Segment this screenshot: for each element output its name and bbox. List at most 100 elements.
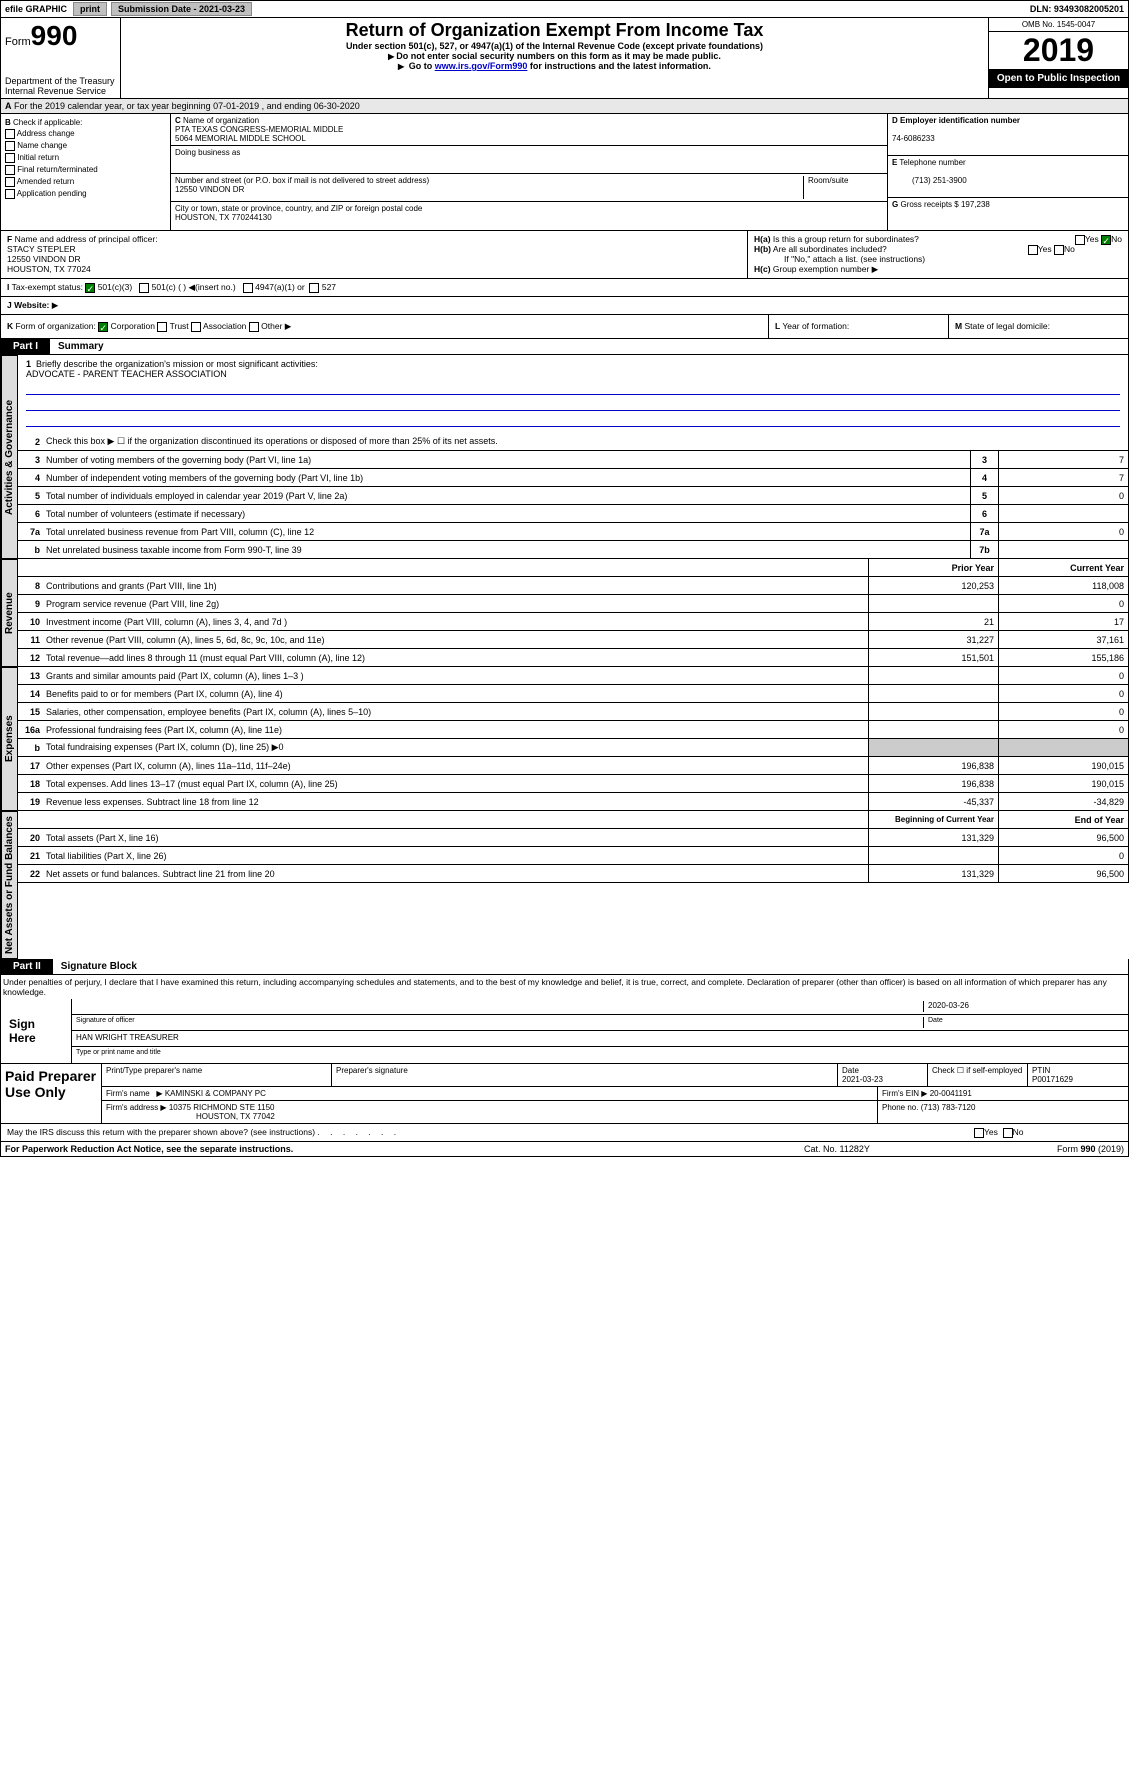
line-5: Total number of individuals employed in … (46, 489, 970, 503)
open-public-badge: Open to Public Inspection (989, 69, 1128, 88)
line-10: Investment income (Part VIII, column (A)… (46, 615, 868, 629)
line-8: Contributions and grants (Part VIII, lin… (46, 579, 868, 593)
line-7b: Net unrelated business taxable income fr… (46, 543, 970, 557)
penalty-statement: Under penalties of perjury, I declare th… (0, 975, 1129, 999)
city-box: City or town, state or province, country… (171, 202, 887, 230)
hdr-beginning: Beginning of Current Year (868, 811, 998, 828)
tax-year: 2019 (989, 32, 1128, 69)
prep-self-employed: Check ☐ if self-employed (928, 1064, 1028, 1086)
firm-ein: 20-0041191 (930, 1089, 972, 1098)
firm-address: 10375 RICHMOND STE 1150 (169, 1103, 275, 1112)
phone-box: E Telephone number(713) 251-3900 (888, 156, 1128, 198)
activities-section: Activities & Governance 1 Briefly descri… (0, 355, 1129, 559)
vtab-expenses: Expenses (1, 667, 18, 811)
page-footer: For Paperwork Reduction Act Notice, see … (0, 1142, 1129, 1157)
org-city: HOUSTON, TX 770244130 (175, 213, 272, 222)
form-subtitle-1: Under section 501(c), 527, or 4947(a)(1)… (125, 41, 984, 51)
dept-label: Department of the Treasury (5, 76, 116, 86)
line-6: Total number of volunteers (estimate if … (46, 507, 970, 521)
line-3: Number of voting members of the governin… (46, 453, 970, 467)
tax-status-row: I Tax-exempt status: ✓ 501(c)(3) 501(c) … (0, 279, 1129, 297)
hdr-end: End of Year (998, 811, 1128, 828)
firm-phone: (713) 783-7120 (921, 1103, 976, 1112)
checkbox-column: B Check if applicable: Address change Na… (1, 114, 171, 230)
efile-label: efile GRAPHIC (1, 4, 71, 14)
form-number: Form990 (5, 20, 116, 52)
line-5-val: 0 (998, 487, 1128, 504)
check-501c3[interactable]: ✓ (85, 283, 95, 293)
line-4-val: 7 (998, 469, 1128, 486)
firm-name: KAMINSKI & COMPANY PC (165, 1089, 266, 1098)
irs-label: Internal Revenue Service (5, 86, 116, 96)
org-name: PTA TEXAS CONGRESS-MEMORIAL MIDDLE (175, 125, 343, 134)
net-assets-section: Net Assets or Fund Balances Beginning of… (0, 811, 1129, 959)
gross-value: 197,238 (961, 200, 990, 209)
cat-number: Cat. No. 11282Y (804, 1144, 984, 1154)
line-3-val: 7 (998, 451, 1128, 468)
tax-period: A For the 2019 calendar year, or tax yea… (0, 99, 1129, 114)
line-14: Benefits paid to or for members (Part IX… (46, 687, 868, 701)
dba-box: Doing business as (171, 146, 887, 174)
line-21: Total liabilities (Part X, line 26) (46, 849, 868, 863)
line-19: Revenue less expenses. Subtract line 18 … (46, 795, 868, 809)
instructions-link[interactable]: www.irs.gov/Form990 (435, 61, 528, 71)
org-address: 12550 VINDON DR (175, 185, 244, 194)
sign-date: 2020-03-26 (924, 1001, 1124, 1012)
part2-title: Signature Block (53, 959, 145, 974)
top-bar: efile GRAPHIC print Submission Date - 20… (0, 0, 1129, 18)
line-12: Total revenue—add lines 8 through 11 (mu… (46, 651, 868, 665)
officer-sign-name: HAN WRIGHT TREASURER (76, 1033, 179, 1044)
line-13: Grants and similar amounts paid (Part IX… (46, 669, 868, 683)
line-2: Check this box ▶ ☐ if the organization d… (46, 434, 1128, 449)
org-name-box: C Name of organization PTA TEXAS CONGRES… (171, 114, 887, 146)
pra-notice: For Paperwork Reduction Act Notice, see … (5, 1144, 804, 1154)
phone-value: (713) 251-3900 (892, 176, 967, 185)
mission-block: 1 Briefly describe the organization's mi… (18, 355, 1129, 433)
check-address-change[interactable]: Address change (5, 129, 166, 139)
paid-preparer-label: Paid Preparer Use Only (1, 1064, 101, 1123)
website-row: J Website: ▶ (0, 297, 1129, 315)
form-footer: Form 990 (2019) (984, 1144, 1124, 1154)
line-20: Total assets (Part X, line 16) (46, 831, 868, 845)
omb-number: OMB No. 1545-0047 (989, 18, 1128, 32)
vtab-activities: Activities & Governance (1, 355, 18, 559)
line-15: Salaries, other compensation, employee b… (46, 705, 868, 719)
vtab-net: Net Assets or Fund Balances (1, 811, 18, 959)
officer-addr: 12550 VINDON DR (7, 254, 81, 264)
submission-date-button[interactable]: Submission Date - 2021-03-23 (111, 2, 252, 16)
check-name-change[interactable]: Name change (5, 141, 166, 151)
check-amended-return[interactable]: Amended return (5, 177, 166, 187)
form-subtitle-2: Do not enter social security numbers on … (125, 51, 984, 61)
officer-group-block: F Name and address of principal officer:… (0, 231, 1129, 279)
prep-sig-hdr: Preparer's signature (332, 1064, 838, 1086)
line-6-val (998, 505, 1128, 522)
line-7a-val: 0 (998, 523, 1128, 540)
line-22: Net assets or fund balances. Subtract li… (46, 867, 868, 881)
officer-name: STACY STEPLER (7, 244, 76, 254)
check-application-pending[interactable]: Application pending (5, 189, 166, 199)
ein-box: D Employer identification number74-60862… (888, 114, 1128, 156)
hdr-prior: Prior Year (868, 559, 998, 576)
gross-receipts-box: G Gross receipts $ 197,238 (888, 198, 1128, 211)
part1-label: Part I (1, 339, 50, 354)
line-7a: Total unrelated business revenue from Pa… (46, 525, 970, 539)
line-16b: Total fundraising expenses (Part IX, col… (46, 740, 868, 755)
ptin-value: P00171629 (1032, 1075, 1073, 1084)
print-button[interactable]: print (73, 2, 107, 16)
room-suite: Room/suite (803, 176, 883, 199)
check-initial-return[interactable]: Initial return (5, 153, 166, 163)
sign-here-label: Sign Here (1, 999, 71, 1063)
form-subtitle-3: Go to www.irs.gov/Form990 for instructio… (125, 61, 984, 71)
officer-city: HOUSTON, TX 77024 (7, 264, 91, 274)
line-7b-val (998, 541, 1128, 558)
ein-value: 74-6086233 (892, 134, 935, 143)
check-final-return[interactable]: Final return/terminated (5, 165, 166, 175)
line-16a: Professional fundraising fees (Part IX, … (46, 723, 868, 737)
revenue-section: Revenue Prior YearCurrent Year 8Contribu… (0, 559, 1129, 667)
klm-row: K Form of organization: ✓ Corporation Tr… (0, 315, 1129, 339)
line-9: Program service revenue (Part VIII, line… (46, 597, 868, 611)
line-4: Number of independent voting members of … (46, 471, 970, 485)
mission-text: ADVOCATE - PARENT TEACHER ASSOCIATION (26, 369, 227, 379)
address-box: Number and street (or P.O. box if mail i… (171, 174, 887, 202)
line-11: Other revenue (Part VIII, column (A), li… (46, 633, 868, 647)
